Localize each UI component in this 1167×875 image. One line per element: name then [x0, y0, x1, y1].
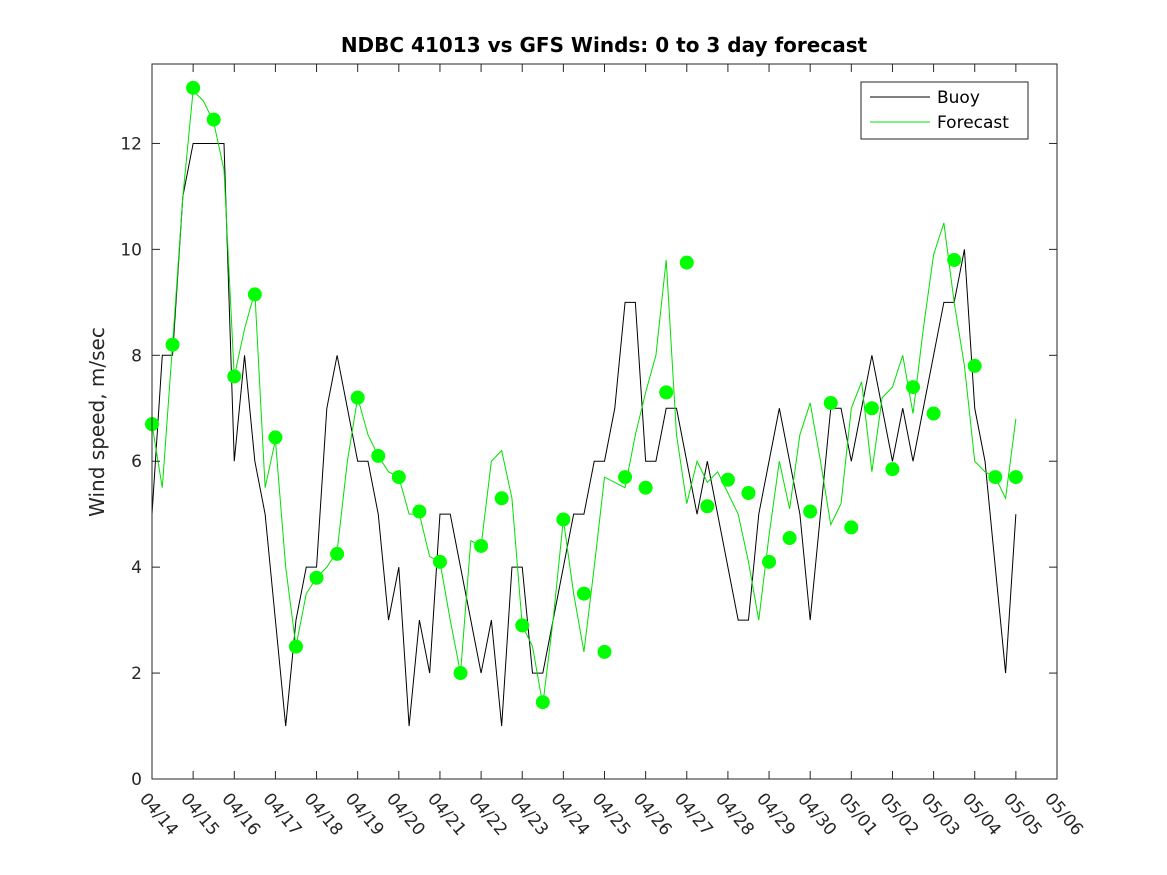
forecast-marker-point: [453, 666, 468, 681]
x-tick-label: 04/28: [711, 789, 758, 839]
forecast-marker-point: [309, 570, 324, 585]
x-tick-label: 04/23: [505, 789, 552, 839]
x-tick-label: 05/02: [876, 789, 923, 839]
forecast-marker-layer: [145, 80, 1023, 710]
forecast-marker-point: [700, 499, 715, 514]
forecast-marker-point: [926, 406, 941, 421]
x-tick-label: 04/18: [300, 789, 347, 839]
forecast-marker-point: [330, 546, 345, 561]
forecast-marker-point: [597, 644, 612, 659]
forecast-marker-point: [371, 448, 386, 463]
forecast-marker-point: [494, 491, 509, 506]
forecast-marker-point: [268, 430, 283, 445]
forecast-marker-point: [638, 480, 653, 495]
forecast-series-layer: [151, 89, 1017, 705]
forecast-marker-point: [535, 695, 550, 710]
forecast-series-line: [151, 89, 1017, 705]
forecast-marker-point: [391, 470, 406, 485]
chart-title: NDBC 41013 vs GFS Winds: 0 to 3 day fore…: [341, 33, 868, 57]
forecast-marker-point: [1008, 470, 1023, 485]
y-tick-label: 0: [131, 770, 142, 790]
forecast-marker-point: [432, 554, 447, 569]
forecast-marker-point: [288, 639, 303, 654]
x-tick-label: 04/22: [464, 789, 511, 839]
x-tick-label: 04/17: [259, 789, 306, 839]
forecast-marker-point: [206, 112, 221, 127]
x-tick-label: 04/24: [547, 789, 594, 839]
y-tick-label: 2: [131, 664, 142, 684]
x-tick-label: 04/26: [629, 789, 676, 839]
x-tick-label: 04/15: [176, 789, 223, 839]
legend-forecast-label: Forecast: [937, 113, 1009, 133]
x-tick-label: 04/25: [588, 789, 635, 839]
x-tick-label: 04/29: [752, 789, 799, 839]
x-tick-label: 04/19: [341, 789, 388, 839]
legend: Buoy Forecast: [860, 81, 1029, 140]
forecast-marker-point: [823, 395, 838, 410]
forecast-marker-point: [659, 385, 674, 400]
forecast-marker-point: [576, 586, 591, 601]
y-tick-label: 10: [120, 240, 142, 260]
forecast-marker-point: [967, 358, 982, 373]
forecast-marker-point: [618, 470, 633, 485]
legend-buoy-label: Buoy: [937, 88, 980, 108]
x-tick-label: 05/04: [958, 789, 1005, 839]
y-tick-label: 8: [131, 346, 142, 366]
forecast-marker-point: [885, 462, 900, 477]
forecast-marker-point: [762, 554, 777, 569]
x-tick-label: 05/01: [834, 789, 881, 839]
forecast-marker-point: [515, 618, 530, 633]
forecast-marker-point: [988, 470, 1003, 485]
forecast-marker-point: [803, 504, 818, 519]
axes-box: [151, 63, 1058, 780]
forecast-marker-point: [947, 252, 962, 267]
forecast-marker-point: [165, 337, 180, 352]
forecast-marker-point: [556, 512, 571, 527]
x-tick-label: 04/30: [793, 789, 840, 839]
forecast-marker-point: [741, 486, 756, 500]
x-tick-label: 04/16: [217, 789, 264, 839]
x-tick-label: 05/05: [999, 789, 1046, 839]
forecast-marker-point: [350, 390, 365, 405]
forecast-marker-point: [227, 369, 242, 384]
x-tick-label: 04/20: [382, 789, 429, 839]
forecast-marker-point: [844, 520, 859, 535]
forecast-marker-point: [679, 255, 694, 270]
x-tick-label: 05/03: [917, 789, 964, 839]
legend-box: [860, 81, 1029, 140]
forecast-marker-point: [474, 538, 489, 553]
y-tick-label: 12: [120, 134, 142, 154]
forecast-marker-point: [906, 380, 921, 395]
forecast-marker-point: [864, 401, 879, 416]
x-tick-label: 04/27: [670, 789, 717, 839]
y-axis-ticks: 0 2 4 6 8 10 12: [120, 134, 1057, 790]
forecast-marker-point: [412, 504, 427, 519]
y-tick-label: 6: [131, 452, 142, 472]
y-axis-label: Wind speed, m/sec: [85, 327, 109, 517]
plot-area: [145, 80, 1023, 727]
x-axis-ticks: 04/1404/1504/1604/1704/1804/1904/2004/21…: [135, 64, 1087, 840]
forecast-marker-point: [186, 80, 201, 95]
x-tick-label: 04/14: [135, 789, 182, 839]
forecast-marker-point: [247, 287, 262, 302]
buoy-series-line: [151, 142, 1017, 727]
y-tick-label: 4: [131, 558, 142, 578]
forecast-marker-point: [720, 472, 735, 487]
x-tick-label: 05/06: [1040, 789, 1087, 839]
buoy-series-layer: [151, 142, 1017, 727]
forecast-marker-point: [782, 531, 797, 546]
x-tick-label: 04/21: [423, 789, 470, 839]
